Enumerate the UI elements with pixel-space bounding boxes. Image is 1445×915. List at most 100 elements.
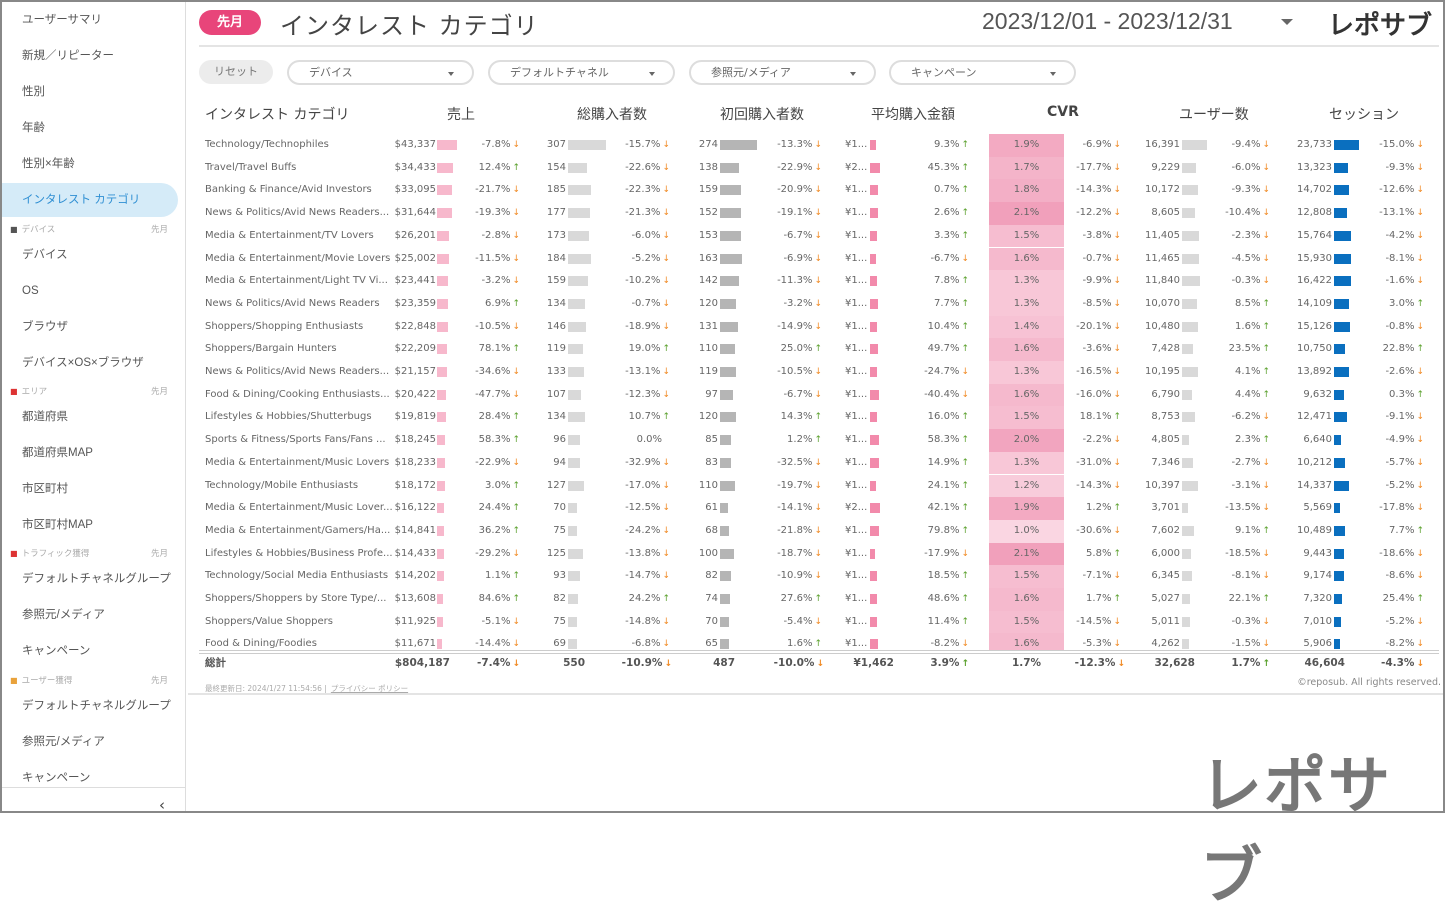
category-name[interactable]: News & Politics/Avid News Readers...: [205, 207, 390, 219]
reset-button[interactable]: リセット: [199, 60, 273, 84]
header-avg-purchase[interactable]: 平均購入金額: [871, 107, 955, 123]
category-name[interactable]: Technology/Mobile Enthusiasts: [205, 479, 359, 491]
table-row[interactable]: News & Politics/Avid News Readers... $21,…: [190, 361, 1440, 384]
filter-default-channel[interactable]: デフォルトチャネル: [488, 60, 675, 85]
arrow-down-icon: ↓: [1416, 457, 1424, 468]
sidebar-item[interactable]: 参照元/メディア: [22, 609, 105, 621]
sidebar-item[interactable]: ブラウザ: [22, 321, 68, 333]
change-value: 7.7%: [934, 297, 960, 309]
category-name[interactable]: Media & Entertainment/Music Lovers: [205, 456, 390, 468]
category-name[interactable]: News & Politics/Avid News Readers...: [205, 366, 390, 377]
date-range-selector[interactable]: 2023/12/01 - 2023/12/31: [982, 8, 1233, 34]
category-name[interactable]: Technology/Technophiles: [205, 139, 329, 150]
category-name[interactable]: Media & Entertainment/Gamers/Ha...: [205, 524, 391, 536]
header-sessions[interactable]: セッション: [1329, 107, 1399, 123]
table-row[interactable]: Technology/Technophiles $43,337 -7.8% ↓ 307-…: [190, 134, 1440, 157]
category-name[interactable]: Lifestyles & Hobbies/Shutterbugs: [205, 411, 372, 423]
table-row[interactable]: Shoppers/Shoppers by Store Type/... $13,6…: [190, 588, 1440, 611]
collapse-sidebar-button[interactable]: ‹: [159, 796, 165, 814]
filter-device[interactable]: デバイス: [287, 60, 474, 85]
table-row[interactable]: Lifestyles & Hobbies/Shutterbugs $19,819 2…: [190, 406, 1440, 430]
sidebar-item[interactable]: 都道府県: [22, 411, 68, 423]
category-name[interactable]: Shoppers/Bargain Hunters: [205, 343, 337, 355]
table-row[interactable]: Shoppers/Value Shoppers $11,925 -5.1% ↓ 75 -1…: [190, 610, 1440, 634]
table-row[interactable]: Shoppers/Bargain Hunters $22,209 78.1% ↑ 119…: [190, 338, 1440, 361]
table-row[interactable]: Banking & Finance/Avid Investors $33,095 -…: [190, 179, 1440, 203]
chevron-down-icon[interactable]: [1281, 19, 1293, 25]
category-name[interactable]: Food & Dining/Cooking Enthusiasts...: [205, 388, 390, 400]
category-name[interactable]: Food & Dining/Foodies: [205, 638, 317, 650]
sidebar-item[interactable]: 参照元/メディア: [22, 736, 105, 748]
header-cvr[interactable]: CVR: [1047, 104, 1079, 120]
arrow-up-icon: ↑: [814, 344, 822, 355]
table-row[interactable]: Technology/Mobile Enthusiasts $18,172 3.0%…: [190, 474, 1440, 498]
purchasers-bar: [568, 548, 584, 559]
arrow-down-icon: ↓: [662, 548, 670, 559]
table-row[interactable]: Shoppers/Shopping Enthusiasts $22,848 -10.…: [190, 315, 1440, 339]
sidebar-item[interactable]: 都道府県MAP: [22, 447, 93, 459]
category-name[interactable]: News & Politics/Avid News Readers: [205, 297, 380, 309]
header-sales[interactable]: 売上: [447, 107, 475, 123]
table-row[interactable]: Media & Entertainment/Movie Lovers $25,00…: [190, 247, 1440, 271]
table-row[interactable]: Food & Dining/Foodies $11,671 -14.4% ↓ 69 -6.…: [190, 633, 1440, 651]
sidebar-item[interactable]: キャンペーン: [22, 772, 91, 784]
sidebar-item[interactable]: 年齢: [22, 122, 45, 134]
table-row[interactable]: Technology/Social Media Enthusiasts $14,2…: [190, 565, 1440, 588]
category-name[interactable]: Sports & Fitness/Sports Fans/Fans ...: [205, 434, 386, 446]
table-row[interactable]: Media & Entertainment/Music Lovers $18,23…: [190, 451, 1440, 475]
sidebar-item[interactable]: インタレスト カテゴリ: [0, 183, 178, 217]
sidebar-item[interactable]: ユーザーサマリ: [22, 14, 103, 26]
table-row[interactable]: Sports & Fitness/Sports Fans/Fans ... $18…: [190, 429, 1440, 452]
sidebar-item[interactable]: デフォルトチャネルグループ: [22, 700, 171, 712]
change-value: -19.3%: [475, 207, 511, 219]
users-value: 11,465: [1145, 252, 1180, 264]
users-change: 8.5% ↑: [1235, 293, 1270, 316]
sidebar-item[interactable]: キャンペーン: [22, 645, 91, 657]
header-category[interactable]: インタレスト カテゴリ: [205, 107, 350, 123]
category-name[interactable]: Media & Entertainment/TV Lovers: [205, 229, 374, 241]
category-name[interactable]: Media & Entertainment/Movie Lovers: [205, 252, 391, 264]
sidebar-item[interactable]: デバイス: [22, 249, 68, 261]
sidebar-item[interactable]: 性別×年齢: [22, 158, 75, 170]
filter-source-medium[interactable]: 参照元/メディア: [689, 60, 876, 85]
users-value: 6,000: [1151, 547, 1180, 559]
sidebar-item[interactable]: デフォルトチャネルグループ: [22, 573, 171, 585]
sidebar-item[interactable]: 性別: [22, 86, 45, 98]
category-name[interactable]: Media & Entertainment/Light TV Vi...: [205, 275, 388, 287]
category-name[interactable]: Shoppers/Shoppers by Store Type/...: [205, 593, 387, 604]
category-name[interactable]: Banking & Finance/Avid Investors: [205, 184, 372, 196]
category-name[interactable]: Shoppers/Shopping Enthusiasts: [205, 320, 364, 332]
sidebar-item[interactable]: 新規／リピーター: [22, 50, 114, 62]
table-row[interactable]: Food & Dining/Cooking Enthusiasts... $20,…: [190, 383, 1440, 407]
cvr-change: -3.6% ↓: [1082, 338, 1121, 361]
table-row[interactable]: Media & Entertainment/Light TV Vi... $23,…: [190, 270, 1440, 293]
sidebar-item[interactable]: デバイス×OS×ブラウザ: [22, 357, 144, 369]
table-row[interactable]: Media & Entertainment/TV Lovers $26,201 -2…: [190, 224, 1440, 248]
privacy-policy-link[interactable]: プライバシー ポリシー: [330, 684, 409, 693]
table-row[interactable]: News & Politics/Avid News Readers $23,359…: [190, 292, 1440, 316]
sidebar-item[interactable]: OS: [22, 285, 39, 297]
arrow-up-icon: ↑: [1416, 344, 1424, 355]
header-first-purchasers[interactable]: 初回購入者数: [720, 107, 804, 123]
table-row[interactable]: News & Politics/Avid News Readers... $31,…: [190, 202, 1440, 225]
total-purchasers: 550: [563, 657, 585, 669]
cvr-cell: 1.4%: [989, 315, 1064, 339]
change-value: -2.7%: [1231, 456, 1261, 468]
table-row[interactable]: Travel/Travel Buffs $34,433 12.4% ↑ 154 -22.6…: [190, 156, 1440, 180]
category-name[interactable]: Lifestyles & Hobbies/Business Profe...: [205, 547, 393, 559]
table-row[interactable]: Media & Entertainment/Music Lover... $16,…: [190, 497, 1440, 520]
table-row[interactable]: Media & Entertainment/Gamers/Ha... $14,84…: [190, 519, 1440, 543]
filter-campaign[interactable]: キャンペーン: [889, 60, 1076, 85]
sales-value: $14,433: [394, 547, 436, 559]
table-body[interactable]: Technology/Technophiles $43,337 -7.8% ↓ 307-…: [190, 134, 1440, 651]
header-users[interactable]: ユーザー数: [1179, 107, 1249, 123]
sidebar-item[interactable]: 市区町村MAP: [22, 519, 93, 531]
sidebar-item[interactable]: 市区町村: [22, 483, 68, 495]
category-name[interactable]: Technology/Social Media Enthusiasts: [205, 570, 389, 582]
change-value: 48.6%: [927, 593, 960, 604]
category-name[interactable]: Travel/Travel Buffs: [205, 161, 297, 173]
category-name[interactable]: Shoppers/Value Shoppers: [205, 615, 333, 627]
header-purchasers[interactable]: 総購入者数: [577, 107, 647, 123]
category-name[interactable]: Media & Entertainment/Music Lover...: [205, 502, 393, 514]
table-row[interactable]: Lifestyles & Hobbies/Business Profe... $1…: [190, 542, 1440, 566]
